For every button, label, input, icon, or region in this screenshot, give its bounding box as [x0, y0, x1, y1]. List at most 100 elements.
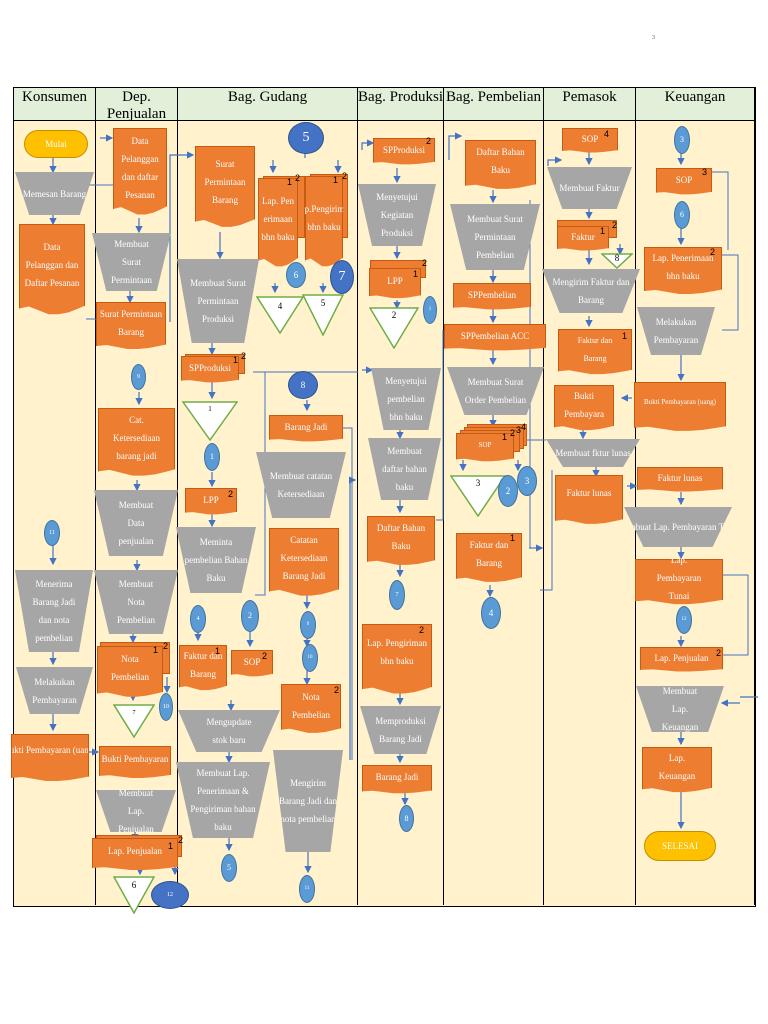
document-faktur: Faktur [557, 226, 609, 251]
copy-badge-4: 4 [604, 129, 610, 139]
document-sppembelian: SPPembelian [453, 283, 531, 310]
connector-2: 2 [241, 600, 259, 632]
copy-badge-1: 1 [153, 645, 159, 655]
copy-badge-2: 2 [163, 641, 169, 651]
document-bukti-pembayaran-keu: Bukti Pembayaran (uang) [634, 382, 726, 431]
copy-badge-1: 1 [600, 226, 606, 236]
copy-badge-3: 3 [516, 425, 522, 435]
process-menyetujui-pembelian: Menyetujui pembelian bhn baku [371, 368, 441, 430]
copy-badge-2: 2 [422, 258, 428, 268]
document-faktur-lunas-keu: Faktur lunas [637, 467, 723, 492]
process-membuat-surat-permintaan: Membuat Surat Permintaan [92, 233, 171, 291]
copy-badge-2: 2 [334, 685, 340, 695]
process-menerima-barang: Menerima Barang Jadi dan nota pembelian [15, 570, 93, 652]
document-faktur-barang-pemb: Faktur dan Barang [456, 533, 522, 582]
document-lap-pengiriman: Lap.Pengiriman bhn baku [305, 176, 343, 267]
connector-12-keu: 12 [676, 606, 692, 634]
process-mengupdate-stok: Mengupdate stok baru [178, 710, 280, 752]
offpage-connector-2: 2 [369, 307, 419, 349]
connector-3-keu: 3 [674, 126, 690, 154]
page-number: 3 [652, 35, 655, 41]
process-mengirim-faktur-barang: Mengirim Faktur dan Barang [542, 269, 640, 313]
lane-header-keuangan: Keuangan [635, 87, 755, 121]
lane-header-pembelian: Bag. Pembelian [443, 87, 544, 121]
connector-9-gudang: 9 [300, 611, 316, 639]
document-lpp-prod: LPP [369, 268, 421, 299]
copy-badge-1: 1 [215, 646, 221, 656]
connector-6-keu: 6 [674, 201, 690, 229]
document-lap-penerimaan-keu: Lap. Penerimaan bhn baku [644, 247, 722, 294]
copy-badge-1: 1 [502, 432, 508, 442]
document-nota-pembelian-gudang: Nota Pembelian [281, 684, 341, 733]
lane-header-pemasok: Pemasok [543, 87, 636, 121]
connector-8: 8 [288, 371, 318, 399]
document-surat-permintaan: Surat Permintaan Barang [195, 146, 255, 227]
document-data-pelanggan-pesanan: Data Pelanggan dan daftar Pesanan [113, 128, 167, 215]
process-membuat-data-penjualan: Membuat Data penjualan [94, 490, 178, 556]
offpage-connector-8: 8 [601, 253, 633, 269]
copy-badge-1: 1 [287, 177, 293, 187]
lane-header-produksi: Bag. Produksi [357, 87, 444, 121]
copy-badge-2: 2 [178, 835, 184, 845]
process-membuat-lap-keuangan: Membuat Lap. Keuangan [636, 686, 724, 732]
document-data-pelanggan: Data Pelanggan dan Daftar Pesanan [19, 224, 85, 315]
document-barang-jadi: Barang Jadi [269, 415, 343, 442]
copy-badge-2: 2 [710, 247, 716, 257]
process-memesan-barang: Memesan Barang [15, 172, 94, 215]
document-daftar-bahan-baku: Daftar Bahan Baku [465, 140, 536, 189]
connector-7: 7 [330, 260, 354, 294]
document-faktur-dan-barang: Faktur dan Barang [558, 329, 632, 375]
process-melakukan-pembayaran: Melakukan Pembayaran [16, 667, 93, 714]
document-sop-pemasok: SOP [562, 128, 618, 153]
document-bukti-pembayaran: Bukti Pembayaran (uang) [11, 734, 89, 781]
copy-badge-2: 2 [510, 428, 516, 438]
document-catatan-ketersediaan: Catatan Ketersediaan Barang Jadi [269, 528, 339, 596]
process-membuat-lap-penerimaan: Membuat Lap. Penerimaan & Pengiriman bah… [176, 762, 270, 838]
process-membuat-catatan: Membuat catatan Ketersediaan [256, 452, 346, 518]
document-sppembelian-acc: SPPembelian ACC [444, 324, 546, 351]
start-terminator: Mulai [24, 130, 88, 158]
process-membuat-daftar-bahan: Membuat daftar bahan baku [368, 438, 441, 500]
process-membuat-faktur: Membuat Faktur [547, 167, 632, 209]
connector-7-prod: 7 [389, 580, 405, 610]
document-bukti-pembayaran-penj: Bukti Pembayaran [99, 746, 171, 778]
connector-10-gudang: 10 [302, 644, 318, 672]
connector-6: 6 [286, 262, 306, 288]
process-mengirim-barang-jadi: Mengirim Barang Jadi dan nota pembelian [273, 750, 343, 852]
connector-4: 4 [190, 605, 206, 633]
connector-10: 10 [159, 693, 173, 721]
copy-badge-2: 2 [241, 351, 247, 361]
document-spproduksi: SPProduksi [181, 356, 239, 383]
connector-11: 11 [44, 520, 60, 546]
connector-3-pemb: 3 [517, 466, 537, 496]
connector-11-gudang: 11 [299, 875, 315, 903]
copy-badge-2: 2 [426, 136, 432, 146]
copy-badge-1: 1 [233, 355, 239, 365]
process-membuat-lap-penjualan: Membuat Lap. Penjualan [96, 790, 176, 832]
process-membuat-lap-pembayaran: Membuat Lap. Pembayaran Tunai [624, 507, 732, 547]
offpage-connector-5: 5 [302, 294, 344, 336]
document-nota-pembelian: Nota Pembelian [97, 646, 163, 697]
copy-badge-3: 3 [702, 167, 708, 177]
offpage-connector-7: 7 [113, 704, 155, 738]
copy-badge-1: 1 [413, 269, 419, 279]
process-membuat-nota-pembelian: Membuat Nota Pembelian [94, 570, 178, 634]
document-lap-pembayaran-tunai: Lap. Pembayaran Tunai [635, 559, 723, 605]
copy-badge-1: 1 [168, 841, 174, 851]
connector-4-pemb: 4 [481, 597, 501, 629]
connector-1-prod: 1 [423, 296, 437, 324]
document-spproduksi-prod: SPProduksi [373, 138, 435, 165]
document-surat-permintaan-barang: Surat Permintaan Barang [96, 302, 166, 349]
document-lap-keuangan: Lap. Keuangan [642, 747, 712, 793]
document-faktur-lunas-pemasok: Faktur lunas [555, 475, 623, 524]
document-barang-jadi-prod: Barang Jadi [362, 765, 432, 794]
document-sop-pembelian: SOP [456, 433, 514, 462]
process-menyetujui-produksi: Menyetujui Kegiatan Produksi [358, 184, 436, 246]
document-lap-penjualan: Lap. Penjualan [92, 838, 178, 870]
end-terminator: SELESAI [644, 831, 716, 861]
copy-badge-1: 1 [333, 175, 339, 185]
connector-2-pemb: 2 [498, 475, 518, 507]
lane-header-gudang: Bag. Gudang [177, 87, 358, 121]
copy-badge-2: 2 [716, 648, 722, 658]
copy-badge-1: 1 [622, 331, 628, 341]
